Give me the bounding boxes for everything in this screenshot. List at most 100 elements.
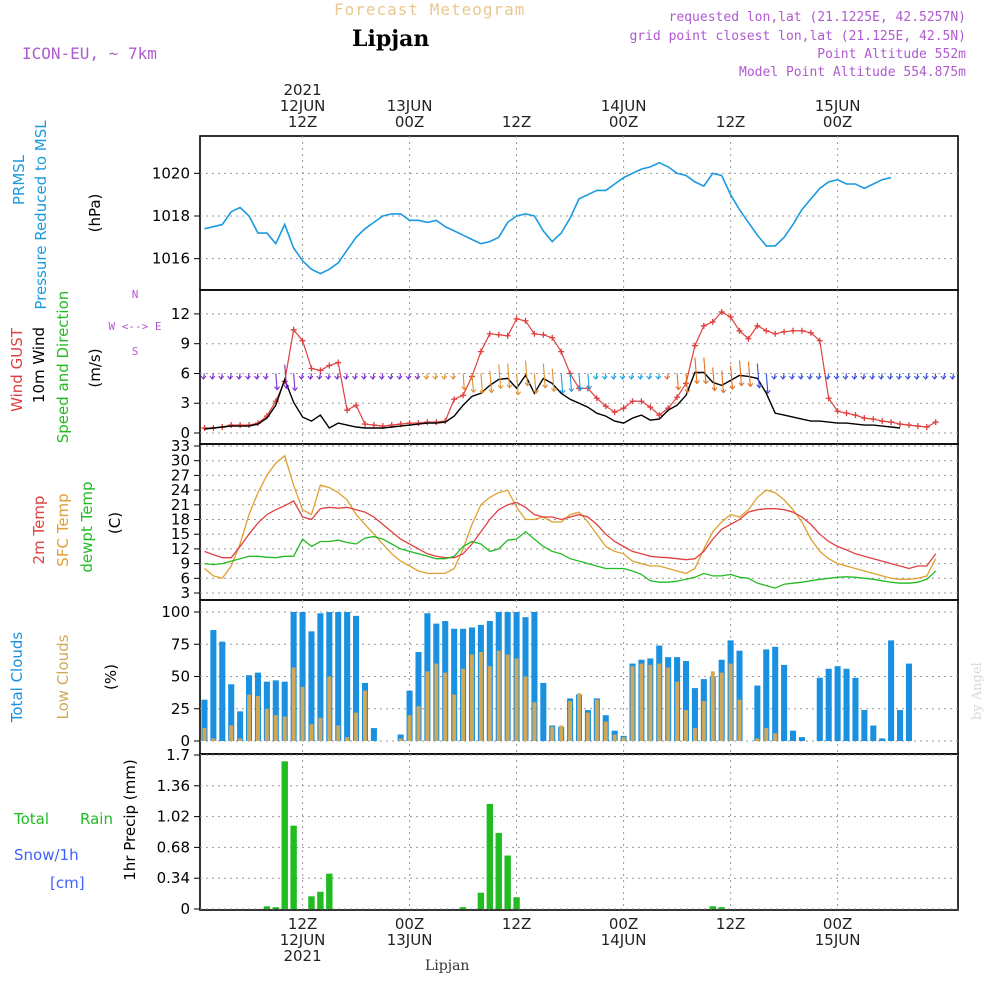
rain-bar <box>718 907 725 909</box>
gust-marker <box>290 326 297 333</box>
low-cloud-bar <box>773 733 778 741</box>
y-tick-label: 1.02 <box>157 808 190 826</box>
bottom-time-label: 12Z <box>716 915 745 933</box>
gust-marker <box>816 337 823 344</box>
low-cloud-bar <box>487 666 492 741</box>
wind-arrow-head <box>568 388 575 393</box>
low-cloud-bar <box>692 728 697 741</box>
wind-arrow <box>685 373 689 393</box>
wind-arrow <box>703 357 707 384</box>
wind-arrow-head <box>806 375 813 380</box>
low-cloud-bar <box>256 695 260 741</box>
wind-arrow-head <box>253 375 260 380</box>
wind-arrow <box>480 373 484 394</box>
rain-bar <box>272 907 280 909</box>
wind-arrow-head <box>896 375 902 380</box>
wind-arrow-head <box>842 375 849 380</box>
gust-marker <box>326 362 333 369</box>
low-cloud-bar <box>675 681 680 741</box>
low-cloud-bar <box>470 654 474 741</box>
bottom-time-label: 2021 <box>283 947 321 965</box>
low-cloud-bar <box>211 738 216 741</box>
wind-arrow-head <box>334 375 341 380</box>
pressure-unit: (hPa) <box>86 194 104 233</box>
bottom-time-label: 00Z <box>609 915 638 933</box>
gust-marker <box>620 405 627 412</box>
gust-marker <box>736 327 743 334</box>
rain-bar <box>308 896 315 909</box>
y-tick-label: 0.34 <box>157 869 190 887</box>
wind-arrow-head <box>878 375 885 380</box>
wind-arrow-head <box>497 385 504 390</box>
low-cloud-bar <box>443 672 448 741</box>
compass-south: S <box>132 345 139 358</box>
gust-marker <box>433 419 440 426</box>
gust-marker <box>451 396 458 403</box>
wind-arrow-head <box>533 389 539 395</box>
gust-marker <box>540 331 547 338</box>
gust-marker <box>781 328 788 335</box>
wind-arrow-head <box>352 375 358 380</box>
wind-gust-label: Wind GUST <box>8 327 26 412</box>
wind-arrow-head <box>551 387 557 393</box>
low-cloud-bar <box>594 699 599 741</box>
low-cloud-bar <box>229 725 234 741</box>
gust-marker <box>709 318 716 325</box>
low-cloud-bar <box>407 715 412 741</box>
gust-marker <box>647 404 654 411</box>
y-tick-label: 100 <box>161 603 190 621</box>
total-cloud-bar <box>754 685 761 741</box>
wind-arrow-head <box>387 375 394 380</box>
snow-label: Snow/1h <box>14 846 79 864</box>
wind-arrow <box>275 373 278 390</box>
low-cloud-bar <box>327 676 332 741</box>
temp-2m-label: 2m Temp <box>30 496 48 565</box>
y-tick-label: 6 <box>180 364 190 382</box>
y-tick-label: 6 <box>180 569 190 587</box>
y-tick-label: 3 <box>180 394 190 412</box>
wind-arrow-head <box>729 385 736 390</box>
rain-bar <box>504 855 511 909</box>
wind-arrow-head <box>949 375 956 380</box>
wind-arrow-head <box>515 391 522 396</box>
total-cloud-bar <box>834 666 841 741</box>
total-cloud-bar <box>816 677 823 741</box>
total-cloud-bar <box>691 688 698 741</box>
gust-marker <box>335 359 342 366</box>
gust-marker <box>674 394 681 401</box>
total-cloud-bar <box>682 661 690 741</box>
low-cloud-bar <box>309 724 314 741</box>
low-cloud-bar <box>363 690 367 741</box>
wind-arrow-head <box>441 375 448 380</box>
wind-arrow <box>712 367 716 391</box>
panel-frame-wind <box>199 289 959 445</box>
low-cloud-bar <box>532 702 537 741</box>
requested-coordinates: requested lon,lat (21.1225E, 42.5257N) <box>668 10 966 25</box>
rain-bar <box>326 873 333 909</box>
wind-arrow-head <box>343 375 349 380</box>
wind-arrow-head <box>405 375 412 380</box>
bottom-time-label: 12Z <box>288 915 317 933</box>
y-tick-label: 50 <box>171 668 190 686</box>
gust-marker <box>317 367 324 374</box>
gust-marker <box>790 327 797 334</box>
gust-marker <box>228 422 235 429</box>
precip-unit: 1hr Precip (mm) <box>121 759 139 880</box>
y-tick-label: 27 <box>171 466 190 484</box>
low-cloud-bar <box>630 666 635 741</box>
wind-arrow-head <box>684 389 691 394</box>
gust-marker <box>237 422 244 429</box>
gust-marker <box>611 409 618 416</box>
low-cloud-bar <box>621 737 626 741</box>
low-cloud-bar <box>719 672 724 741</box>
top-time-label: 00Z <box>395 113 424 131</box>
gust-marker <box>361 421 368 428</box>
gust-marker <box>629 398 636 405</box>
gust-marker <box>879 418 886 425</box>
wind-arrow <box>756 363 760 388</box>
rain-bar <box>495 832 502 909</box>
rain-bar <box>709 906 716 909</box>
low-cloud-bar <box>612 734 617 741</box>
total-cloud-bar <box>397 734 404 741</box>
